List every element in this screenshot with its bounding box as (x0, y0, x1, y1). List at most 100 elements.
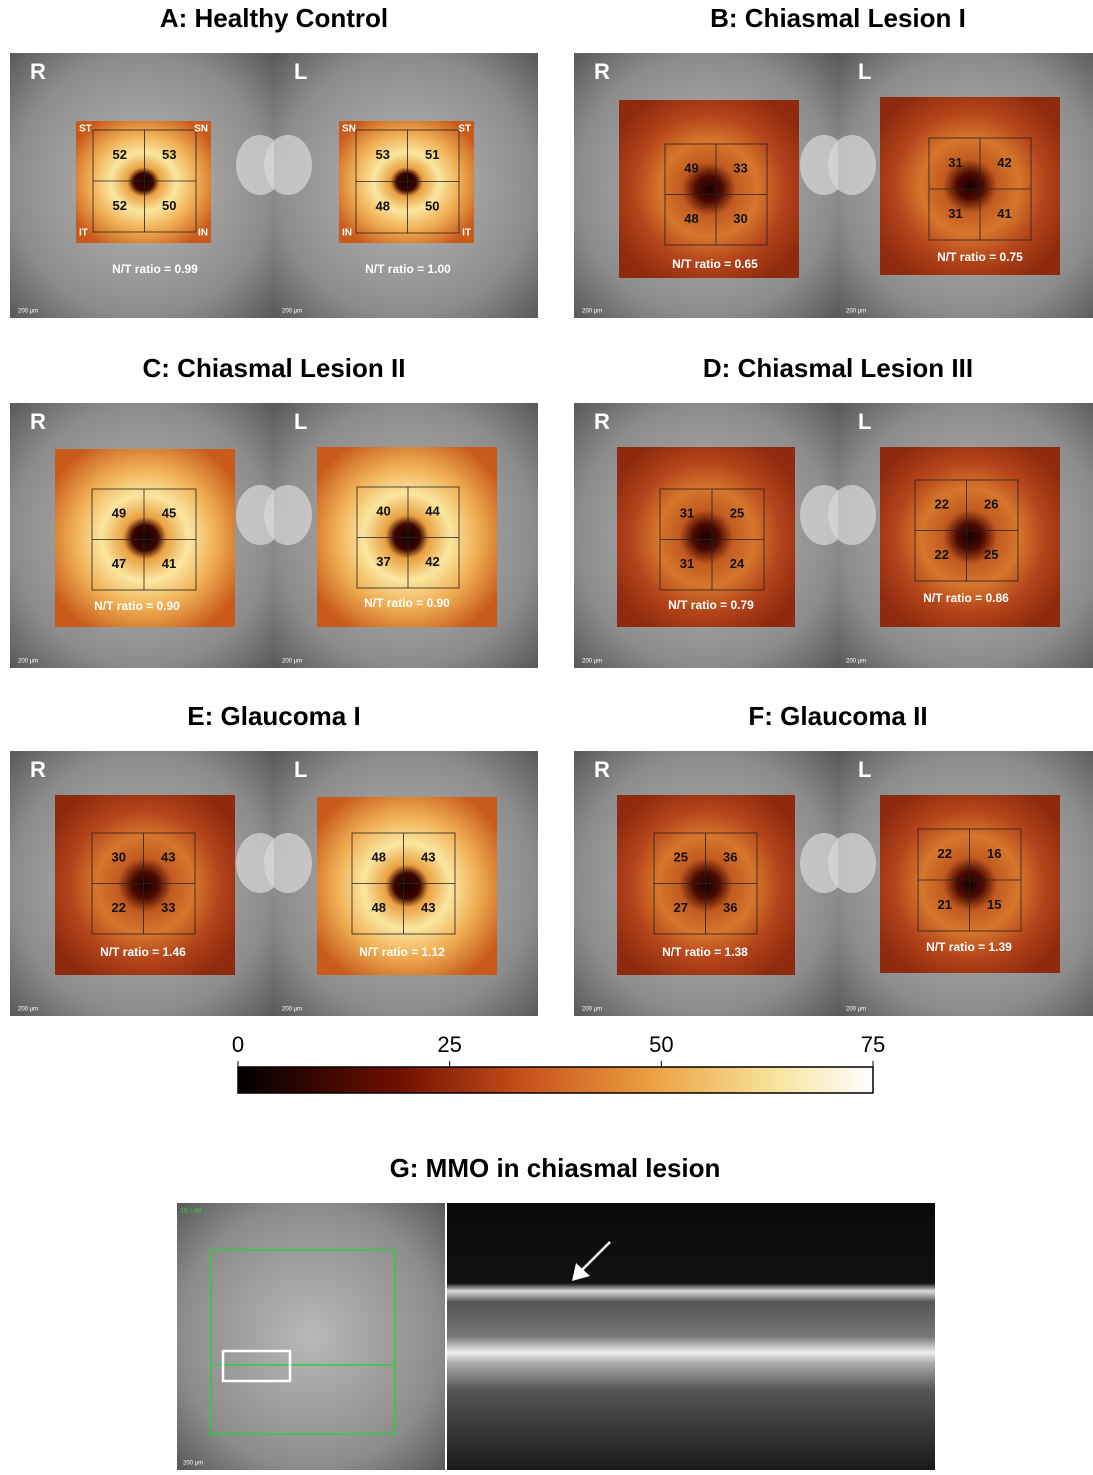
quadrant-value: 42 (997, 155, 1011, 170)
quadrant-value: 41 (997, 206, 1011, 221)
quadrant-value: 22 (112, 900, 126, 915)
quadrant-value: 26 (984, 497, 998, 512)
panel-title: A: Healthy Control (160, 3, 388, 33)
quadrant-value: 48 (376, 199, 390, 214)
quadrant-value: 36 (723, 900, 737, 915)
quadrant-value: 31 (948, 206, 962, 221)
scale-label: 200 µm (582, 1007, 602, 1013)
scale-label: 200 µm (282, 1007, 302, 1013)
sector-label: IN (342, 228, 352, 239)
quadrant-value: 33 (161, 900, 175, 915)
thickness-map (339, 121, 474, 243)
nt-ratio: N/T ratio = 0.75 (937, 250, 1023, 264)
quadrant-value: 36 (723, 850, 737, 865)
quadrant-value: 16 (987, 846, 1001, 861)
quadrant-value: 30 (733, 211, 747, 226)
optic-disc (264, 485, 312, 545)
tick-label: 75 (861, 1032, 885, 1057)
quadrant-value: 53 (162, 147, 176, 162)
optic-disc (828, 485, 876, 545)
nt-ratio: N/T ratio = 1.00 (365, 262, 451, 276)
nt-ratio: N/T ratio = 0.90 (364, 596, 450, 610)
quadrant-value: 31 (680, 556, 694, 571)
scale-label: 200 µm (18, 659, 38, 665)
quadrant-value: 33 (733, 161, 747, 176)
fundus-image (177, 1203, 445, 1470)
scale-label: 200 µm (582, 309, 602, 315)
quadrant-value: 43 (161, 850, 175, 865)
eye-label: R (594, 409, 610, 434)
quadrant-value: 49 (112, 506, 126, 521)
quadrant-value: 30 (112, 850, 126, 865)
quadrant-value: 43 (421, 900, 435, 915)
panel-title: G: MMO in chiasmal lesion (390, 1153, 721, 1183)
scale-label: 200 µm (18, 1007, 38, 1013)
quadrant-value: 48 (684, 211, 698, 226)
scale-label: 200 µm (282, 659, 302, 665)
sector-label: IT (462, 228, 471, 239)
panel-title: D: Chiasmal Lesion III (703, 353, 973, 383)
scale-label: 200 µm (282, 309, 302, 315)
sector-label: ST (79, 124, 92, 135)
nt-ratio: N/T ratio = 0.90 (94, 599, 180, 613)
panel: C: Chiasmal Lesion II49454741N/T ratio =… (10, 353, 538, 668)
nt-ratio: N/T ratio = 1.38 (662, 945, 748, 959)
tick-label: 25 (437, 1032, 461, 1057)
quadrant-value: 49 (684, 161, 698, 176)
quadrant-value: 25 (730, 506, 744, 521)
nt-ratio: N/T ratio = 0.99 (112, 262, 198, 276)
optic-disc (828, 135, 876, 195)
panel: F: Glaucoma II25362736N/T ratio = 1.38R2… (574, 701, 1093, 1016)
colorbar-gradient (238, 1067, 873, 1093)
quadrant-value: 51 (425, 147, 439, 162)
panel-title: C: Chiasmal Lesion II (143, 353, 406, 383)
nt-ratio: N/T ratio = 1.46 (100, 945, 186, 959)
panel-title: B: Chiasmal Lesion I (710, 3, 966, 33)
optic-disc (264, 135, 312, 195)
quadrant-value: 50 (162, 198, 176, 213)
thickness-map (619, 100, 799, 278)
eye-label: L (858, 757, 871, 782)
scale-label: 200 µm (18, 309, 38, 315)
quadrant-value: 31 (680, 506, 694, 521)
eye-label: R (594, 757, 610, 782)
eye-label: R (30, 409, 46, 434)
eye-label: L (294, 757, 307, 782)
quadrant-value: 52 (113, 198, 127, 213)
quadrant-value: 24 (730, 556, 745, 571)
eye-label: L (858, 59, 871, 84)
thickness-map (880, 97, 1060, 275)
sector-label: SN (194, 124, 208, 135)
quadrant-value: 48 (372, 850, 386, 865)
nt-ratio: N/T ratio = 0.65 (672, 257, 758, 271)
sector-label: IT (79, 228, 88, 239)
optic-disc (828, 833, 876, 893)
nt-ratio: N/T ratio = 0.86 (923, 591, 1009, 605)
eye-label: R (594, 59, 610, 84)
quadrant-value: 45 (162, 506, 176, 521)
tick-label: 0 (232, 1032, 244, 1057)
quadrant-value: 27 (674, 900, 688, 915)
scale-label: 200 µm (846, 659, 866, 665)
oct-scan (447, 1203, 935, 1470)
quadrant-value: 22 (935, 547, 949, 562)
eye-label: L (858, 409, 871, 434)
quadrant-value: 22 (935, 497, 949, 512)
quadrant-value: 37 (376, 554, 390, 569)
panel: D: Chiasmal Lesion III 31 25 31 24 N/T ratio … (574, 353, 1093, 668)
eye-label: L (294, 59, 307, 84)
scale-label: 200 µm (846, 1007, 866, 1013)
quadrant-value: 41 (162, 556, 176, 571)
quadrant-value: 15 (987, 897, 1001, 912)
quadrant-value: 48 (372, 900, 386, 915)
quadrant-value: 50 (425, 199, 439, 214)
quadrant-value: 43 (421, 850, 435, 865)
quadrant-value: 25 (984, 547, 998, 562)
scale-label: 200 µm (183, 1461, 203, 1467)
eye-label: L (294, 409, 307, 434)
panel-title: F: Glaucoma II (748, 701, 927, 731)
panel-g: G: MMO in chiasmal lesion 19 / 49 200 µm (177, 1153, 935, 1470)
sector-label: SN (342, 124, 356, 135)
nt-ratio: N/T ratio = 1.12 (359, 945, 445, 959)
